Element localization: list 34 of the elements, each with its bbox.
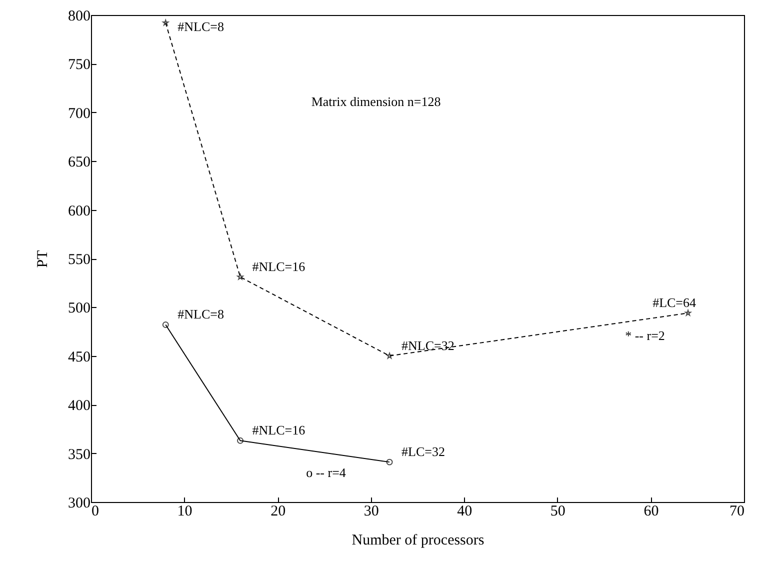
x-tick-label: 50 xyxy=(550,504,566,520)
y-tick-label: 750 xyxy=(68,57,90,74)
annotation: Matrix dimension n=128 xyxy=(311,94,441,109)
x-tick-label: 40 xyxy=(457,504,472,520)
annotation: #NLC=8 xyxy=(178,18,224,34)
y-tick-label: 700 xyxy=(68,106,90,122)
annotation: o -- r=4 xyxy=(306,465,346,480)
y-tick-label: 350 xyxy=(68,446,90,463)
point xyxy=(237,437,244,444)
y-tick-label: 450 xyxy=(68,349,90,366)
y-tick-label: 800 xyxy=(68,8,90,24)
annotation: #NLC=32 xyxy=(402,338,454,353)
y-tick-label: 550 xyxy=(68,252,90,268)
y-tick-label: 600 xyxy=(68,203,90,220)
x-tick-label: 20 xyxy=(270,504,286,520)
annotation: #LC=32 xyxy=(402,444,445,460)
x-axis-title: Number of processors xyxy=(352,532,484,548)
point xyxy=(684,310,692,316)
x-tick-label: 30 xyxy=(364,504,379,520)
point xyxy=(386,352,393,359)
x-tick-label: 60 xyxy=(644,504,659,520)
y-tick-label: 650 xyxy=(68,154,90,171)
annotation: #NLC=16 xyxy=(252,422,306,438)
y-axis-title: PT xyxy=(35,250,51,268)
annotation: #NLC=16 xyxy=(252,259,306,274)
x-tick-label: 10 xyxy=(177,504,192,520)
x-tick-label: 0 xyxy=(92,504,99,520)
y-tick-label: 500 xyxy=(68,300,90,317)
annotation: #LC=64 xyxy=(652,295,697,310)
x-tick-label: 70 xyxy=(730,504,744,520)
annotation: #NLC=8 xyxy=(178,306,224,322)
annotation: * -- r=2 xyxy=(625,328,665,343)
y-tick-label: 400 xyxy=(68,398,90,414)
y-tick-label: 300 xyxy=(68,496,90,512)
